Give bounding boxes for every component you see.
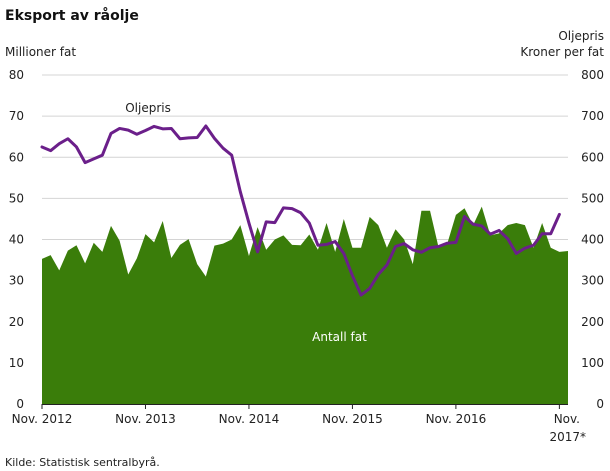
y-right-tick-label: 0	[596, 397, 604, 411]
y-right-tick-label: 400	[581, 233, 604, 247]
annotations: Oljepris Antall fat	[125, 101, 367, 344]
y-right-tick-label: 300	[581, 274, 604, 288]
y-left-axis-label: Millioner fat	[5, 45, 76, 59]
y-right-axis-label-line2: Kroner per fat	[520, 45, 604, 59]
y-right-tick-label: 700	[581, 109, 604, 123]
y-right-tick-label: 500	[581, 191, 604, 205]
y-left-tick-labels: 0 10 20 30 40 50 60 70 80	[9, 68, 24, 411]
source-note: Kilde: Statistisk sentralbyrå.	[5, 456, 160, 469]
area-series-layer	[42, 206, 568, 404]
x-tick-label: Nov. 2012	[12, 412, 73, 426]
x-tick-label: Nov. 2015	[322, 412, 383, 426]
y-left-tick-label: 10	[9, 356, 24, 370]
y-right-tick-labels: 0 100 200 300 400 500 600 700 800	[581, 68, 604, 411]
annotation-label: Oljepris	[125, 101, 171, 115]
line-series-oljepris	[40, 124, 561, 297]
y-left-tick-label: 70	[9, 109, 24, 123]
y-left-tick-label: 20	[9, 315, 24, 329]
y-right-axis-label-line1: Oljepris	[558, 29, 604, 43]
y-left-tick-label: 30	[9, 274, 24, 288]
x-tick-label: Nov. 2014	[219, 412, 280, 426]
y-left-tick-label: 50	[9, 191, 24, 205]
y-right-tick-label: 200	[581, 315, 604, 329]
x-tick-label: Nov.	[554, 412, 580, 426]
chart-title: Eksport av råolje	[5, 7, 139, 24]
annotation-label: Antall fat	[312, 330, 367, 344]
x-tick-labels: Nov. 2012 Nov. 2013 Nov. 2014 Nov. 2015 Nov.…	[12, 404, 580, 426]
y-right-tick-label: 800	[581, 68, 604, 82]
y-left-tick-label: 0	[16, 397, 24, 411]
line-series-layer	[40, 124, 561, 297]
y-right-tick-label: 100	[581, 356, 604, 370]
x-tick-label-extra: 2017*	[549, 430, 586, 444]
y-left-tick-label: 40	[9, 233, 24, 247]
y-right-tick-label: 600	[581, 150, 604, 164]
x-tick-label: Nov. 2013	[115, 412, 176, 426]
y-left-tick-label: 80	[9, 68, 24, 82]
y-left-tick-label: 60	[9, 150, 24, 164]
x-tick-label: Nov. 2016	[426, 412, 487, 426]
area-series-antall-fat	[42, 206, 568, 404]
